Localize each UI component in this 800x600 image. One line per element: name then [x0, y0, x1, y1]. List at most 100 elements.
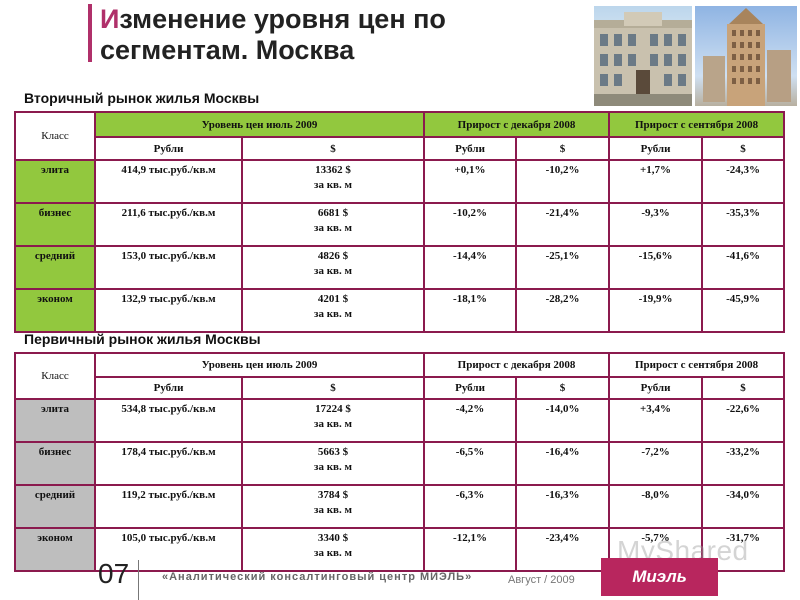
- growth-dec-usd-cell: -25,1%: [515, 245, 611, 290]
- classic-building-illustration: [594, 12, 692, 106]
- subheader-usd: $: [515, 136, 611, 161]
- growth-sep-rub-cell: -19,9%: [608, 288, 704, 333]
- growth-sep-usd-cell: -35,3%: [701, 202, 786, 247]
- subheader-rub: Рубли: [423, 136, 518, 161]
- header-growth-december: Прирост с декабря 2008: [423, 352, 611, 378]
- price-usd-cell: 4826 $ за кв. м: [240, 245, 426, 290]
- growth-sep-usd-cell: -22,6%: [701, 398, 786, 443]
- header-price-level: Уровень цен июль 2009: [93, 352, 426, 378]
- price-usd-cell: 6681 $ за кв. м: [240, 202, 426, 247]
- growth-sep-usd-cell: -41,6%: [701, 245, 786, 290]
- building-photo-classic: [594, 6, 692, 106]
- class-cell: эконом: [14, 288, 96, 333]
- footer-date: Август / 2009: [508, 574, 575, 586]
- growth-dec-rub-cell: -18,1%: [423, 288, 518, 333]
- class-cell: средний: [14, 484, 96, 529]
- price-usd-unit: за кв. м: [314, 179, 352, 191]
- subheader-rub: Рубли: [94, 376, 243, 400]
- growth-dec-rub-cell: -6,5%: [423, 441, 518, 486]
- subheader-usd: $: [515, 376, 611, 400]
- growth-sep-usd-cell: -33,2%: [701, 441, 786, 486]
- growth-sep-rub-cell: -15,6%: [608, 245, 704, 290]
- price-rub-cell: 119,2 тыс.руб./кв.м: [94, 484, 243, 529]
- growth-sep-usd-cell: -24,3%: [701, 159, 786, 204]
- price-usd-unit: за кв. м: [314, 547, 352, 559]
- growth-dec-usd-cell: -16,3%: [515, 484, 611, 529]
- growth-dec-rub-cell: -10,2%: [423, 202, 518, 247]
- primary-market-table: Класс Уровень цен июль 2009 Прирост с де…: [14, 352, 786, 572]
- subheader-rub: Рубли: [94, 136, 243, 161]
- header-class: Класс: [14, 111, 96, 161]
- logo-text: Миэль: [632, 567, 687, 586]
- price-usd-cell: 4201 $ за кв. м: [240, 288, 426, 333]
- price-usd-unit: за кв. м: [314, 504, 352, 516]
- growth-dec-usd-cell: -21,4%: [515, 202, 611, 247]
- growth-dec-rub-cell: -12,1%: [423, 527, 518, 572]
- price-rub-cell: 414,9 тыс.руб./кв.м: [94, 159, 243, 204]
- header-growth-december: Прирост с декабря 2008: [423, 111, 611, 138]
- growth-dec-usd-cell: -14,0%: [515, 398, 611, 443]
- growth-dec-rub-cell: -4,2%: [423, 398, 518, 443]
- price-usd-value: 6681 $: [317, 207, 349, 219]
- table-row: элита 534,8 тыс.руб./кв.м 17224 $ за кв. …: [14, 398, 786, 443]
- primary-market-label: Первичный рынок жилья Москвы: [24, 331, 261, 347]
- price-usd-value: 5663 $: [317, 446, 349, 458]
- subheader-rub: Рубли: [608, 376, 704, 400]
- price-rub-cell: 153,0 тыс.руб./кв.м: [94, 245, 243, 290]
- price-usd-unit: за кв. м: [314, 265, 352, 277]
- secondary-market-label: Вторичный рынок жилья Москвы: [24, 90, 260, 106]
- price-usd-value: 3340 $: [317, 532, 349, 544]
- price-usd-cell: 3784 $ за кв. м: [240, 484, 426, 529]
- growth-sep-rub-cell: -9,3%: [608, 202, 704, 247]
- page-title: Изменение уровня цен по сегментам. Москв…: [100, 4, 580, 66]
- header-growth-september: Прирост с сентября 2008: [608, 111, 786, 138]
- company-logo: Миэль: [601, 558, 718, 596]
- growth-dec-usd-cell: -23,4%: [515, 527, 611, 572]
- price-usd-value: 4826 $: [317, 250, 349, 262]
- title-accent-bar: [88, 4, 92, 62]
- subheader-usd: $: [701, 376, 786, 400]
- class-cell: бизнес: [14, 441, 96, 486]
- price-usd-unit: за кв. м: [314, 461, 352, 473]
- table-row: средний 153,0 тыс.руб./кв.м 4826 $ за кв.…: [14, 245, 786, 290]
- price-usd-unit: за кв. м: [314, 308, 352, 320]
- growth-sep-rub-cell: -8,0%: [608, 484, 704, 529]
- table-row: эконом 132,9 тыс.руб./кв.м 4201 $ за кв. …: [14, 288, 786, 333]
- growth-sep-rub-cell: +1,7%: [608, 159, 704, 204]
- header-class: Класс: [14, 352, 96, 400]
- secondary-market-table: Класс Уровень цен июль 2009 Прирост с де…: [14, 111, 786, 333]
- class-cell: эконом: [14, 527, 96, 572]
- page-number: 07: [98, 558, 130, 589]
- header-price-level: Уровень цен июль 2009: [93, 111, 426, 138]
- growth-dec-usd-cell: -10,2%: [515, 159, 611, 204]
- growth-dec-rub-cell: +0,1%: [423, 159, 518, 204]
- subheader-rub: Рубли: [608, 136, 704, 161]
- tower-building-illustration: [703, 8, 791, 106]
- table-row: бизнес 211,6 тыс.руб./кв.м 6681 $ за кв. …: [14, 202, 786, 247]
- price-usd-value: 13362 $: [315, 164, 351, 176]
- class-cell: элита: [14, 159, 96, 204]
- title-text: зменение уровня цен по сегментам. Москва: [100, 4, 446, 65]
- price-usd-value: 4201 $: [317, 293, 349, 305]
- price-rub-cell: 211,6 тыс.руб./кв.м: [94, 202, 243, 247]
- price-rub-cell: 132,9 тыс.руб./кв.м: [94, 288, 243, 333]
- growth-sep-usd-cell: -34,0%: [701, 484, 786, 529]
- price-usd-cell: 13362 $ за кв. м: [240, 159, 426, 204]
- price-usd-unit: за кв. м: [314, 418, 352, 430]
- growth-dec-usd-cell: -28,2%: [515, 288, 611, 333]
- class-cell: бизнес: [14, 202, 96, 247]
- price-rub-cell: 105,0 тыс.руб./кв.м: [94, 527, 243, 572]
- price-usd-value: 17224 $: [315, 403, 351, 415]
- table-row: бизнес 178,4 тыс.руб./кв.м 5663 $ за кв. …: [14, 441, 786, 486]
- subheader-usd: $: [701, 136, 786, 161]
- building-photo-tower: [695, 6, 797, 106]
- growth-sep-rub-cell: +3,4%: [608, 398, 704, 443]
- subheader-rub: Рубли: [423, 376, 518, 400]
- price-usd-unit: за кв. м: [314, 222, 352, 234]
- footer-divider: [138, 560, 139, 600]
- price-usd-cell: 17224 $ за кв. м: [240, 398, 426, 443]
- growth-sep-usd-cell: -45,9%: [701, 288, 786, 333]
- price-rub-cell: 178,4 тыс.руб./кв.м: [94, 441, 243, 486]
- header-growth-september: Прирост с сентября 2008: [608, 352, 786, 378]
- price-usd-cell: 3340 $ за кв. м: [240, 527, 426, 572]
